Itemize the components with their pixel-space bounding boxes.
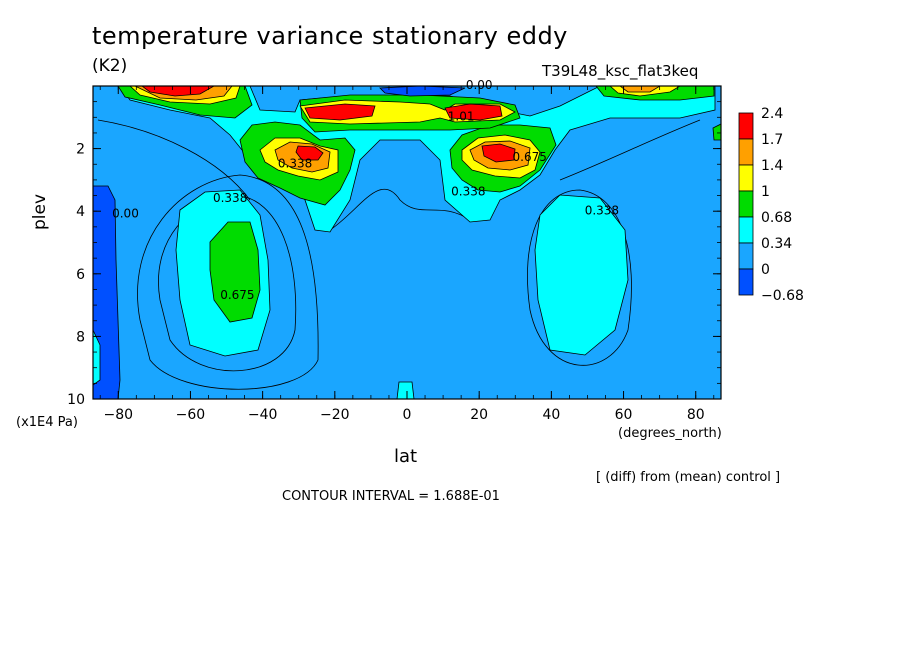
contour-label: 0.338 [585,203,619,217]
field-red-top-left [304,103,376,121]
contour-line [97,119,701,201]
colorbar-label: 1.7 [761,132,783,148]
colorbar-label: 1 [761,184,770,200]
field-cyan-left-edge [93,329,101,386]
units-label: (K2) [92,56,128,76]
chart-title: temperature variance stationary eddy [92,22,568,50]
x-tick-label: −40 [248,407,278,423]
y-tick-label: 8 [76,329,85,345]
contour-line [137,174,319,390]
contour-interval-label: CONTOUR INTERVAL = 1.688E-01 [282,489,500,504]
x-tick-label: 20 [470,407,488,423]
x-tick-label: 60 [615,407,633,423]
x-axis-units: (degrees_north) [618,426,722,441]
x-tick-label: 80 [687,407,705,423]
colorbar-swatch [738,268,754,296]
field-green-lobe-south [209,221,261,323]
colorbar-swatch [738,138,754,166]
colorbar-swatch [738,190,754,218]
contour-label: 1.01 [448,109,475,123]
colorbar-label: 1.4 [761,158,783,174]
diff-note: [ (diff) from (mean) control ] [596,470,781,485]
y-axis-units: (x1E4 Pa) [16,415,78,430]
contour-label: 0.338 [213,191,247,205]
contour-label: 0.00 [466,78,493,92]
field-red-south-jet [295,145,324,161]
field-red-nw [141,86,215,97]
field-orange-ne [619,86,661,93]
field-negative-top [379,86,466,97]
x-tick-label: 40 [542,407,560,423]
run-name-label: T39L48_ksc_flat3keq [542,62,699,80]
y-tick-label: 10 [67,392,85,408]
y-tick-label: 2 [76,142,85,158]
y-tick-label: 6 [76,267,85,283]
contour-label: 0.338 [278,156,312,170]
contour-line [329,188,471,231]
colorbar-swatch [738,112,754,140]
field-cyan-bottom [396,381,415,399]
field-cyan-lobe-north [534,194,629,356]
field-green-east-edge [712,123,721,141]
x-tick-label: −20 [320,407,350,423]
colorbar-swatch [738,242,754,270]
colorbar-label: 0.68 [761,210,792,226]
colorbar-swatch [738,216,754,244]
y-tick-label: 4 [76,204,85,220]
colorbar-label: −0.68 [761,288,804,304]
colorbar-swatch [738,164,754,192]
contour-label: 0.675 [513,150,547,164]
contour-label: 0.338 [451,185,485,199]
contour-label: 0.00 [112,206,139,220]
contour-label: 0.675 [220,288,254,302]
x-tick-label: −60 [176,407,206,423]
colorbar-label: 2.4 [761,106,783,122]
colorbar-label: 0.34 [761,236,792,252]
colorbar-label: 0 [761,262,770,278]
x-axis-label: lat [394,446,418,467]
x-tick-label: −80 [103,407,133,423]
y-axis-label: plev [30,193,50,230]
x-tick-label: 0 [403,407,412,423]
field-red-top-right [444,103,503,121]
field-red-north-jet [481,143,516,163]
